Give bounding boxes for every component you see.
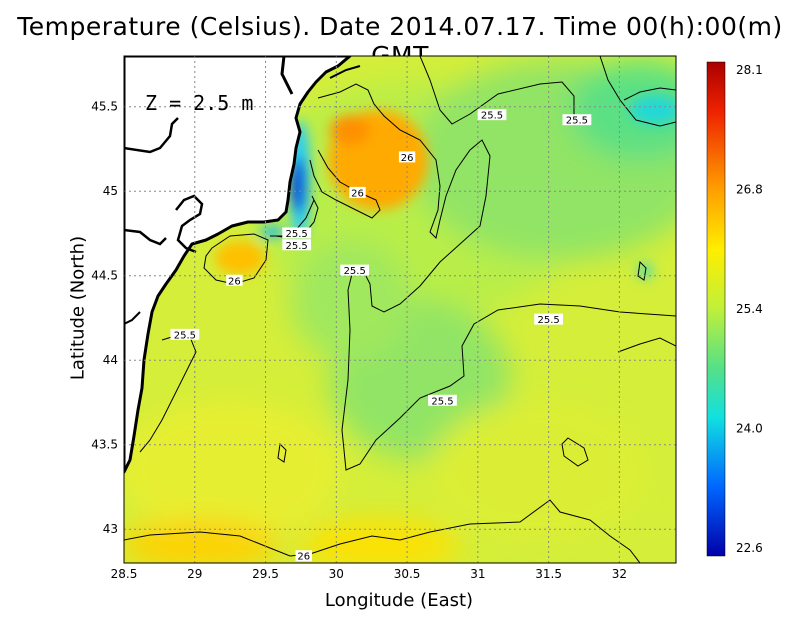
contour-label: 25.5: [344, 266, 366, 277]
colorbar: [706, 61, 726, 557]
colorbar-tick-label: 26.8: [736, 183, 763, 197]
x-axis-label: Longitude (East): [324, 590, 474, 611]
contour-label-bg: [428, 394, 457, 406]
contour-label: 26: [401, 153, 414, 164]
y-tick-labels: 45.5 45 44.5 44 43.5 43: [91, 100, 118, 537]
contour-label: 25.5: [481, 111, 503, 122]
contour-label: 25.5: [431, 396, 453, 407]
contour-label-bg: [170, 328, 200, 340]
contour-label: 26: [228, 276, 241, 287]
contour-label-bg: [282, 227, 312, 239]
colorbar-tick-label: 22.6: [736, 541, 763, 555]
x-tick-label: 30.5: [394, 567, 421, 581]
contour-lines: [124, 56, 676, 563]
plot-frame: [123, 55, 677, 564]
grid-lines: [124, 56, 676, 563]
colorbar-tick-label: 28.1: [736, 63, 763, 77]
colorbar-tick-label: 24.0: [736, 422, 763, 436]
y-tick-label: 44.5: [91, 269, 118, 283]
x-tick-labels: 28.5 29 29.5 30 30.5 31 31.5 32: [111, 567, 627, 581]
contour-label-bg: [398, 151, 416, 163]
contour-label-bg: [282, 239, 312, 251]
contour-label-bg: [226, 274, 243, 286]
y-tick-label: 44: [103, 353, 118, 367]
y-tick-label: 43: [103, 522, 118, 536]
contour-label-bg: [534, 313, 564, 325]
x-tick-label: 31.5: [535, 567, 562, 581]
contour-label: 25.5: [286, 229, 308, 240]
contour-label: 25.5: [286, 241, 308, 252]
depth-label: Z = 2.5 m: [145, 91, 253, 115]
contour-label-bg: [340, 264, 370, 276]
contour-label: 25.5: [537, 315, 559, 326]
x-tick-label: 32: [612, 567, 627, 581]
contour-label: 25.5: [174, 330, 196, 341]
y-tick-label: 43.5: [91, 438, 118, 452]
contour-label: 26: [297, 552, 310, 563]
land-area: [124, 56, 352, 474]
contour-label-bg: [349, 186, 366, 198]
contour-label: 25.5: [566, 116, 588, 127]
contour-label-bg: [295, 550, 312, 562]
x-tick-label: 31: [470, 567, 485, 581]
y-tick-label: 45.5: [91, 100, 118, 114]
colorbar-tick-label: 25.4: [736, 302, 763, 316]
contour-label-bg: [477, 109, 507, 121]
x-tick-label: 29.5: [252, 567, 279, 581]
temperature-field: [124, 56, 676, 563]
y-tick-label: 45: [103, 184, 118, 198]
y-axis-label: Latitude (North): [67, 235, 89, 381]
colorbar-tick-labels: 28.1 26.8 25.4 24.0 22.6: [736, 63, 763, 555]
x-tick-label: 29: [187, 567, 202, 581]
contour-label-bg: [562, 114, 592, 126]
x-tick-label: 28.5: [111, 567, 138, 581]
x-tick-label: 30: [329, 567, 344, 581]
contour-label: 26: [351, 188, 364, 199]
